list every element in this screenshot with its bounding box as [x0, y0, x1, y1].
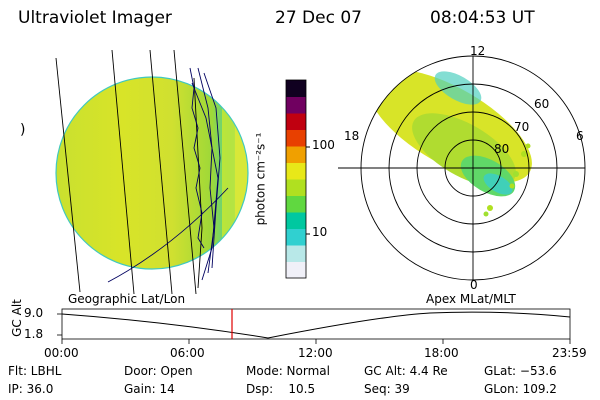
status-gc-alt: GC Alt: 4.4 Re	[364, 364, 448, 378]
instrument-title: Ultraviolet Imager	[18, 8, 172, 28]
colorbar-step	[286, 212, 306, 229]
colorbar-step	[286, 261, 306, 279]
ytick-9: 9.0	[24, 306, 44, 320]
polar-caption: Apex MLat/MLT	[426, 292, 516, 306]
polar-plot-svg	[338, 55, 586, 281]
colorbar-label: photon cm⁻²s⁻¹	[253, 132, 268, 226]
mlt-label-12: 12	[470, 44, 486, 58]
mlat-label-70: 70	[514, 120, 530, 134]
lon-grid-lines	[55, 49, 203, 295]
disk-caption: Geographic Lat/Lon	[68, 292, 186, 306]
colorbar-step	[286, 195, 306, 213]
xtick-2359: 23:59	[552, 346, 587, 360]
status-glat: GLat: −53.6	[484, 364, 557, 378]
mlat-label-60: 60	[534, 97, 550, 111]
colorbar-svg	[285, 79, 310, 279]
time-label: 08:04:53 UT	[430, 8, 535, 28]
colorbar-tick-100: 100	[312, 138, 335, 152]
earth-disk-image: )	[20, 48, 260, 296]
colorbar: 100 10 photon cm⁻²s⁻¹	[253, 76, 338, 286]
earth-disk-svg	[55, 49, 249, 295]
xtick-1200: 12:00	[298, 346, 333, 360]
status-seq: Seq: 39	[364, 382, 410, 396]
timeline-svg	[57, 308, 571, 344]
altitude-timeline: GC Alt 9.0 1.8	[0, 299, 600, 348]
status-ip: IP: 36.0	[8, 382, 54, 396]
colorbar-step	[286, 245, 306, 262]
status-door: Door: Open	[124, 364, 193, 378]
xtick-1800: 18:00	[424, 346, 459, 360]
polar-grid	[338, 55, 586, 281]
status-mode: Mode: Normal	[246, 364, 330, 378]
colorbar-tick-10: 10	[312, 225, 328, 239]
colorbar-step	[286, 162, 306, 180]
timeline-ylabel: GC Alt	[9, 299, 24, 337]
status-filter: Flt: LBHL	[8, 364, 62, 378]
xtick-0000: 00:00	[44, 346, 79, 360]
status-dsp: Dsp: 10.5	[246, 382, 316, 396]
status-gain: Gain: 14	[124, 382, 175, 396]
colorbar-steps	[286, 80, 306, 279]
disk-left-mark: )	[20, 122, 26, 138]
colorbar-step	[286, 179, 306, 196]
mlt-label-6: 6	[576, 129, 584, 143]
colorbar-step	[286, 80, 306, 97]
xtick-0600: 06:00	[170, 346, 205, 360]
colorbar-step	[286, 113, 306, 130]
colorbar-step	[286, 228, 306, 246]
status-glon: GLon: 109.2	[484, 382, 557, 396]
coastline	[107, 67, 229, 283]
mlt-label-18: 18	[344, 129, 360, 143]
colorbar-step	[286, 96, 306, 114]
mlt-label-0: 0	[470, 278, 478, 292]
colorbar-step	[286, 129, 306, 147]
colorbar-step	[286, 146, 306, 163]
ytick-1-8: 1.8	[24, 327, 44, 341]
mlat-label-80: 80	[494, 142, 510, 156]
date-label: 27 Dec 07	[275, 8, 362, 28]
polar-plot: 12 18 6 0 60 70 80	[338, 44, 600, 296]
